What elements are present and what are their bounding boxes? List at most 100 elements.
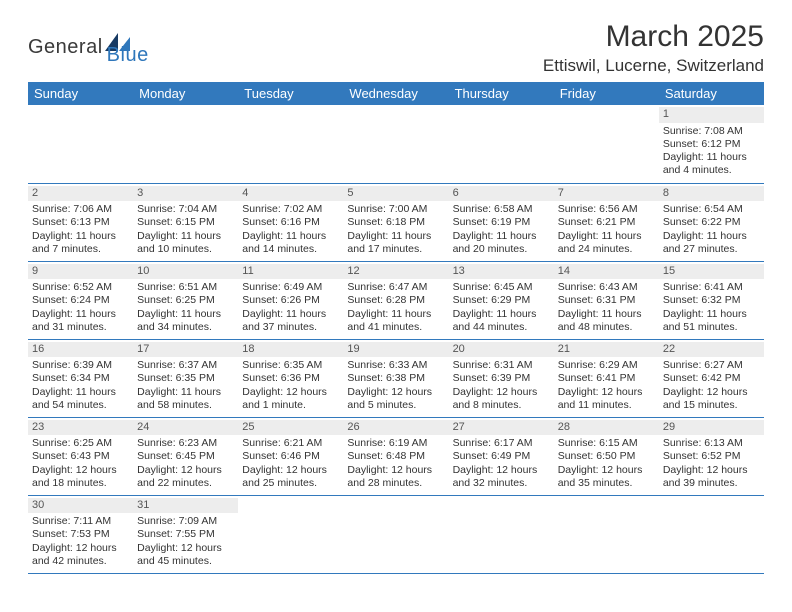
day-info: Sunrise: 7:11 AMSunset: 7:53 PMDaylight:… (32, 515, 129, 568)
day-day2: and 15 minutes. (663, 399, 760, 412)
calendar-row: 1Sunrise: 7:08 AMSunset: 6:12 PMDaylight… (28, 105, 764, 183)
day-number: 5 (343, 186, 448, 202)
day-number: 17 (133, 342, 238, 358)
day-info: Sunrise: 6:43 AMSunset: 6:31 PMDaylight:… (558, 281, 655, 334)
calendar-cell (238, 495, 343, 573)
day-day2: and 28 minutes. (347, 477, 444, 490)
calendar-cell (133, 105, 238, 183)
calendar-cell: 28Sunrise: 6:15 AMSunset: 6:50 PMDayligh… (554, 417, 659, 495)
col-thursday: Thursday (449, 82, 554, 105)
day-sunrise: Sunrise: 6:52 AM (32, 281, 129, 294)
day-day2: and 44 minutes. (453, 321, 550, 334)
day-sunset: Sunset: 6:50 PM (558, 450, 655, 463)
day-day2: and 34 minutes. (137, 321, 234, 334)
day-sunset: Sunset: 6:16 PM (242, 216, 339, 229)
calendar-cell: 31Sunrise: 7:09 AMSunset: 7:55 PMDayligh… (133, 495, 238, 573)
day-number: 19 (343, 342, 448, 358)
calendar-cell: 18Sunrise: 6:35 AMSunset: 6:36 PMDayligh… (238, 339, 343, 417)
day-number: 4 (238, 186, 343, 202)
day-day1: Daylight: 11 hours (32, 308, 129, 321)
day-day2: and 54 minutes. (32, 399, 129, 412)
day-number: 31 (133, 498, 238, 514)
day-day1: Daylight: 12 hours (347, 386, 444, 399)
calendar-cell: 12Sunrise: 6:47 AMSunset: 6:28 PMDayligh… (343, 261, 448, 339)
day-day1: Daylight: 11 hours (137, 230, 234, 243)
day-sunrise: Sunrise: 6:15 AM (558, 437, 655, 450)
day-day2: and 1 minute. (242, 399, 339, 412)
day-sunrise: Sunrise: 7:04 AM (137, 203, 234, 216)
day-number: 7 (554, 186, 659, 202)
day-day2: and 20 minutes. (453, 243, 550, 256)
calendar-cell: 26Sunrise: 6:19 AMSunset: 6:48 PMDayligh… (343, 417, 448, 495)
calendar-cell (343, 105, 448, 183)
day-number: 6 (449, 186, 554, 202)
calendar-cell: 19Sunrise: 6:33 AMSunset: 6:38 PMDayligh… (343, 339, 448, 417)
day-sunset: Sunset: 6:52 PM (663, 450, 760, 463)
calendar-cell (659, 495, 764, 573)
day-sunrise: Sunrise: 6:37 AM (137, 359, 234, 372)
day-sunrise: Sunrise: 7:09 AM (137, 515, 234, 528)
calendar-cell (554, 495, 659, 573)
calendar-row: 9Sunrise: 6:52 AMSunset: 6:24 PMDaylight… (28, 261, 764, 339)
day-sunrise: Sunrise: 6:19 AM (347, 437, 444, 450)
day-sunrise: Sunrise: 7:00 AM (347, 203, 444, 216)
day-day2: and 35 minutes. (558, 477, 655, 490)
day-sunrise: Sunrise: 6:23 AM (137, 437, 234, 450)
day-number: 15 (659, 264, 764, 280)
day-sunset: Sunset: 6:42 PM (663, 372, 760, 385)
day-day2: and 27 minutes. (663, 243, 760, 256)
col-friday: Friday (554, 82, 659, 105)
day-day1: Daylight: 11 hours (347, 230, 444, 243)
calendar-cell: 20Sunrise: 6:31 AMSunset: 6:39 PMDayligh… (449, 339, 554, 417)
day-info: Sunrise: 6:25 AMSunset: 6:43 PMDaylight:… (32, 437, 129, 490)
calendar-cell: 23Sunrise: 6:25 AMSunset: 6:43 PMDayligh… (28, 417, 133, 495)
day-sunrise: Sunrise: 6:54 AM (663, 203, 760, 216)
day-sunset: Sunset: 6:22 PM (663, 216, 760, 229)
day-info: Sunrise: 6:49 AMSunset: 6:26 PMDaylight:… (242, 281, 339, 334)
day-sunrise: Sunrise: 6:25 AM (32, 437, 129, 450)
day-info: Sunrise: 7:08 AMSunset: 6:12 PMDaylight:… (663, 125, 760, 178)
logo-word2: Blue (107, 44, 149, 67)
day-number: 27 (449, 420, 554, 436)
day-day2: and 51 minutes. (663, 321, 760, 334)
day-day2: and 58 minutes. (137, 399, 234, 412)
day-day2: and 14 minutes. (242, 243, 339, 256)
day-sunrise: Sunrise: 6:21 AM (242, 437, 339, 450)
calendar-cell: 14Sunrise: 6:43 AMSunset: 6:31 PMDayligh… (554, 261, 659, 339)
day-sunrise: Sunrise: 6:31 AM (453, 359, 550, 372)
header: General Blue March 2025 Ettiswil, Lucern… (28, 20, 764, 76)
day-sunrise: Sunrise: 6:49 AM (242, 281, 339, 294)
calendar-cell: 1Sunrise: 7:08 AMSunset: 6:12 PMDaylight… (659, 105, 764, 183)
day-day1: Daylight: 12 hours (663, 464, 760, 477)
day-sunset: Sunset: 6:32 PM (663, 294, 760, 307)
day-day2: and 25 minutes. (242, 477, 339, 490)
calendar-cell: 15Sunrise: 6:41 AMSunset: 6:32 PMDayligh… (659, 261, 764, 339)
calendar-table: Sunday Monday Tuesday Wednesday Thursday… (28, 82, 764, 574)
day-number: 3 (133, 186, 238, 202)
calendar-cell (554, 105, 659, 183)
day-day1: Daylight: 11 hours (663, 230, 760, 243)
calendar-cell: 2Sunrise: 7:06 AMSunset: 6:13 PMDaylight… (28, 183, 133, 261)
logo-word1: General (28, 36, 103, 59)
calendar-cell: 29Sunrise: 6:13 AMSunset: 6:52 PMDayligh… (659, 417, 764, 495)
day-day2: and 7 minutes. (32, 243, 129, 256)
day-sunrise: Sunrise: 6:45 AM (453, 281, 550, 294)
day-info: Sunrise: 7:04 AMSunset: 6:15 PMDaylight:… (137, 203, 234, 256)
day-sunrise: Sunrise: 6:39 AM (32, 359, 129, 372)
day-sunrise: Sunrise: 6:13 AM (663, 437, 760, 450)
day-info: Sunrise: 6:29 AMSunset: 6:41 PMDaylight:… (558, 359, 655, 412)
day-sunrise: Sunrise: 6:41 AM (663, 281, 760, 294)
day-day1: Daylight: 11 hours (453, 308, 550, 321)
day-sunset: Sunset: 6:46 PM (242, 450, 339, 463)
day-number: 29 (659, 420, 764, 436)
day-day1: Daylight: 11 hours (558, 230, 655, 243)
day-sunset: Sunset: 6:24 PM (32, 294, 129, 307)
col-monday: Monday (133, 82, 238, 105)
day-day1: Daylight: 12 hours (558, 386, 655, 399)
day-day1: Daylight: 11 hours (558, 308, 655, 321)
location: Ettiswil, Lucerne, Switzerland (543, 56, 764, 76)
day-sunrise: Sunrise: 6:58 AM (453, 203, 550, 216)
day-info: Sunrise: 6:13 AMSunset: 6:52 PMDaylight:… (663, 437, 760, 490)
logo: General Blue (28, 28, 149, 67)
day-day2: and 10 minutes. (137, 243, 234, 256)
